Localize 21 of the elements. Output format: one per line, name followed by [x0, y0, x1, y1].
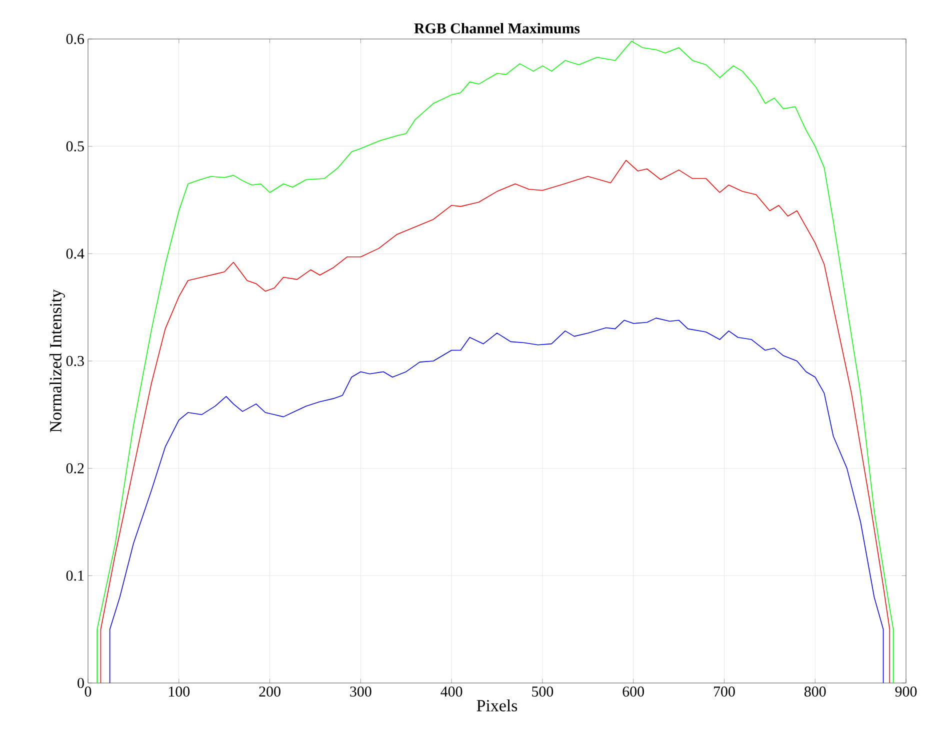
x-tick-label: 0: [84, 686, 92, 697]
x-tick-label: 500: [532, 686, 554, 697]
x-axis-title: Pixels: [476, 699, 518, 712]
x-tick-label: 600: [622, 686, 644, 697]
chart-title: RGB Channel Maximums: [414, 22, 580, 34]
y-axis-title: Normalized Intensity: [50, 289, 65, 432]
x-tick-label: 900: [895, 686, 917, 697]
y-tick-label: 0.3: [66, 356, 84, 366]
x-tick-label: 200: [259, 686, 280, 697]
y-tick-label: 0.6: [66, 34, 84, 44]
x-tick-label: 800: [804, 686, 826, 697]
y-tick-label: 0.4: [66, 248, 84, 259]
y-tick-label: 0.5: [66, 141, 84, 152]
x-tick-label: 100: [168, 686, 190, 697]
y-tick-label: 0.1: [66, 570, 84, 581]
y-tick-label: 0: [78, 678, 84, 688]
line-series: [109, 318, 884, 683]
x-tick-label: 700: [714, 686, 735, 697]
y-tick-label: 0.2: [66, 463, 84, 474]
x-tick-label: 300: [350, 686, 372, 697]
x-tick-label: 400: [440, 686, 462, 697]
